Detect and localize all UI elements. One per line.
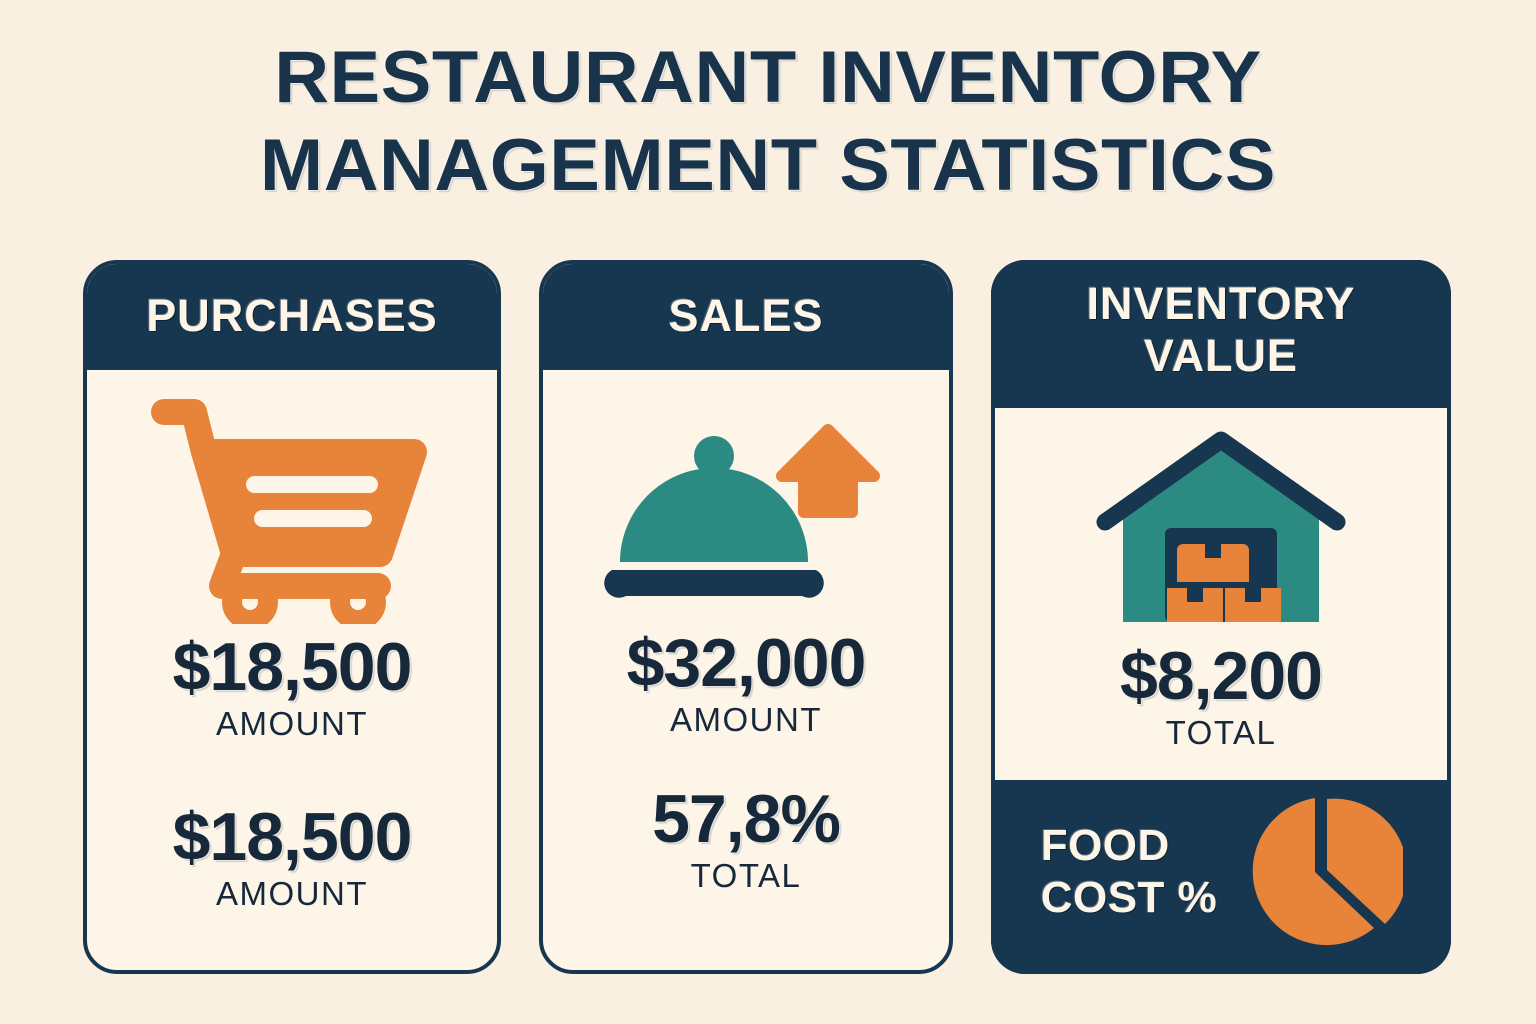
sales-stat-secondary: 57,8% TOTAL	[543, 782, 949, 896]
stat-card-group: PURCHASES	[83, 260, 1451, 974]
sales-stat-primary-value: $32,000	[626, 625, 867, 701]
sales-card-title: SALES	[668, 290, 824, 341]
food-cloche-icon	[543, 394, 949, 614]
sales-stat-primary-label: AMOUNT	[670, 701, 822, 738]
sales-stat-primary: $32,000 AMOUNT	[543, 626, 949, 740]
stat-card-sales[interactable]: SALES	[539, 260, 953, 974]
purchases-card-body: $18,500 AMOUNT $18,500 AMOUNT	[87, 370, 497, 970]
sales-stat-secondary-value: 57,8%	[652, 781, 841, 857]
purchases-stat-secondary: $18,500 AMOUNT	[87, 800, 497, 914]
purchases-stat-secondary-label: AMOUNT	[216, 875, 368, 912]
stat-card-purchases[interactable]: PURCHASES	[83, 260, 501, 974]
purchases-stat-secondary-value: $18,500	[172, 799, 413, 875]
page-title-line-1: RESTAURANT INVENTORY	[274, 37, 1262, 118]
inventory-stat-primary: $8,200 TOTAL	[995, 639, 1447, 753]
inventory-card-title: INVENTORY VALUE	[1086, 278, 1355, 382]
food-cost-footer: FOOD COST %	[991, 780, 1451, 974]
up-arrow-icon	[776, 424, 880, 518]
purchases-card-title: PURCHASES	[146, 290, 438, 341]
sales-stat-secondary-label: TOTAL	[690, 857, 802, 894]
purchases-stat-primary: $18,500 AMOUNT	[87, 630, 497, 744]
page-title-line-2: MANAGEMENT STATISTICS	[259, 125, 1277, 206]
stat-card-inventory-value[interactable]: INVENTORY VALUE	[991, 260, 1451, 974]
inventory-card-title-line-1: INVENTORY	[1086, 278, 1356, 329]
warehouse-boxes-icon	[995, 422, 1447, 637]
shopping-cart-icon	[87, 394, 497, 624]
food-cost-label-line-2: COST %	[1040, 873, 1218, 922]
purchases-stat-primary-value: $18,500	[172, 629, 413, 705]
inventory-stat-primary-label: TOTAL	[1165, 714, 1277, 751]
pie-chart-icon	[1235, 788, 1404, 956]
inventory-stat-primary-value: $8,200	[1120, 638, 1323, 714]
food-cost-label-line-1: FOOD	[1040, 821, 1170, 870]
page-title: RESTAURANT INVENTORY MANAGEMENT STATISTI…	[0, 34, 1536, 210]
purchases-stat-primary-label: AMOUNT	[216, 705, 368, 742]
sales-card-header: SALES	[543, 264, 949, 370]
sales-card-body: $32,000 AMOUNT 57,8% TOTAL	[543, 370, 949, 970]
food-cost-label: FOOD COST %	[1041, 820, 1218, 924]
inventory-card-header: INVENTORY VALUE	[991, 260, 1451, 408]
purchases-card-header: PURCHASES	[87, 264, 497, 370]
inventory-card-title-line-2: VALUE	[1143, 330, 1299, 381]
inventory-card-body: $8,200 TOTAL	[995, 408, 1447, 780]
